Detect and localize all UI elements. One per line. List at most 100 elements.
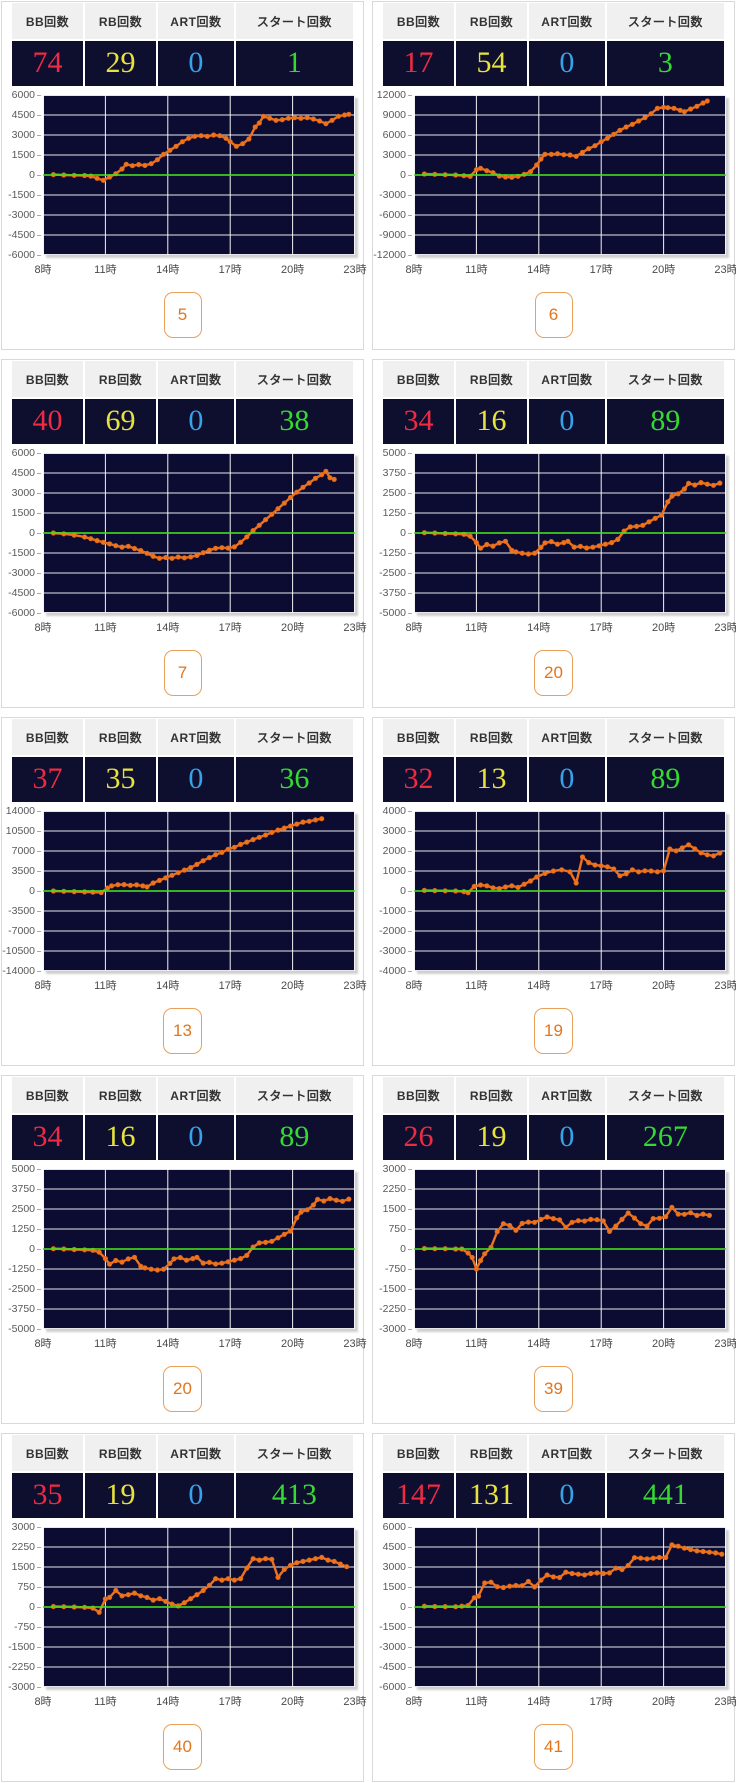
bb-count-value: 74	[12, 41, 84, 86]
x-tick-label: 14時	[156, 1696, 180, 1708]
slump-graph: 6000 4500 3000 1500 0 -1500 -3000 -4500 -6000	[5, 447, 360, 619]
y-tick-label: -1000	[379, 905, 412, 917]
stats-header-bb: BB回数	[12, 3, 84, 39]
slump-graph: 14000 10500 7000 3500 0 -3500 -7000 -10500 -1400…	[2, 805, 360, 977]
y-tick-label: 0	[400, 527, 412, 539]
stats-table: BB回数 RB回数 ART回数 スタート回数 17 54 0 3	[383, 3, 724, 86]
start-count-value: 89	[235, 1115, 353, 1160]
machine-number-badge[interactable]: 20	[534, 650, 573, 696]
x-tick-label: 8時	[34, 1338, 52, 1350]
stats-header-rb: RB回数	[85, 1435, 157, 1471]
stats-header-start: スタート回数	[606, 361, 724, 397]
x-axis-labels: 8時 11時 14時 17時 20時 23時	[34, 1335, 366, 1353]
y-tick-label: -2250	[379, 1303, 412, 1315]
x-tick-label: 20時	[280, 980, 305, 992]
machine-number-badge[interactable]: 39	[534, 1366, 573, 1412]
x-tick-label: 17時	[218, 264, 242, 276]
y-tick-label: 6000	[383, 129, 412, 141]
y-tick-label: -3000	[8, 1681, 41, 1693]
y-tick-label: -1500	[379, 1283, 412, 1295]
machine-number-badge[interactable]: 13	[163, 1008, 202, 1054]
x-tick-label: 11時	[465, 1338, 488, 1350]
x-tick-label: 20時	[651, 980, 676, 992]
machine-number-row: 5	[5, 292, 360, 338]
x-tick-label: 23時	[343, 264, 367, 276]
x-tick-label: 20時	[280, 1338, 305, 1350]
x-tick-label: 23時	[714, 622, 736, 634]
machine-number-row: 39	[376, 1366, 731, 1412]
rb-count-value: 16	[456, 399, 528, 444]
slump-graph: 3000 2250 1500 750 0 -750 -1500 -2250 -3000	[376, 1163, 731, 1335]
y-tick-label: 0	[29, 1243, 41, 1255]
y-tick-label: -3750	[379, 587, 412, 599]
slump-graph: 4000 3000 2000 1000 0 -1000 -2000 -3000 -4000	[376, 805, 731, 977]
x-tick-label: 14時	[527, 264, 551, 276]
stats-header-art: ART回数	[158, 1077, 234, 1113]
machine-number-badge[interactable]: 19	[534, 1008, 573, 1054]
machine-number-badge[interactable]: 5	[163, 292, 202, 338]
stats-header-rb: RB回数	[456, 719, 528, 755]
machine-panel: BB回数 RB回数 ART回数 スタート回数 34 16 0 89 5000 37…	[1, 1075, 367, 1424]
x-tick-label: 20時	[280, 1696, 305, 1708]
y-tick-label: -1500	[8, 1641, 41, 1653]
machine-number-badge[interactable]: 7	[163, 650, 202, 696]
y-tick-label: 1500	[383, 1581, 412, 1593]
x-tick-label: 17時	[218, 1338, 242, 1350]
y-axis-labels: 3000 2250 1500 750 0 -750 -1500 -2250 -3000	[5, 1521, 43, 1693]
x-tick-label: 11時	[94, 1696, 117, 1708]
art-count-value: 0	[529, 399, 605, 444]
y-tick-label: 4500	[12, 467, 41, 479]
x-tick-label: 8時	[34, 264, 52, 276]
start-count-value: 441	[606, 1473, 724, 1518]
x-tick-label: 23時	[714, 980, 736, 992]
stats-table: BB回数 RB回数 ART回数 スタート回数 34 16 0 89	[12, 1077, 353, 1160]
y-tick-label: 12000	[377, 89, 412, 101]
y-tick-label: 4500	[12, 109, 41, 121]
y-tick-label: 5000	[383, 447, 412, 459]
machine-number-badge[interactable]: 40	[163, 1724, 202, 1770]
y-tick-label: 0	[29, 527, 41, 539]
y-tick-label: 1250	[12, 1223, 41, 1235]
stats-header-bb: BB回数	[383, 1435, 455, 1471]
y-tick-label: -4500	[379, 1661, 412, 1673]
stats-header-art: ART回数	[529, 3, 605, 39]
bb-count-value: 34	[383, 399, 455, 444]
y-tick-label: 3000	[383, 1163, 412, 1175]
art-count-value: 0	[158, 41, 234, 86]
x-tick-label: 17時	[589, 1338, 613, 1350]
start-count-value: 36	[235, 757, 353, 802]
stats-table: BB回数 RB回数 ART回数 スタート回数 37 35 0 36	[12, 719, 353, 802]
stats-header-start: スタート回数	[235, 1077, 353, 1113]
stats-header-start: スタート回数	[235, 361, 353, 397]
machine-number-badge[interactable]: 41	[534, 1724, 573, 1770]
slump-graph: 5000 3750 2500 1250 0 -1250 -2500 -3750 -5000	[5, 1163, 360, 1335]
art-count-value: 0	[158, 399, 234, 444]
x-tick-label: 17時	[589, 980, 613, 992]
y-tick-label: 0	[29, 169, 41, 181]
y-tick-label: 0	[400, 1601, 412, 1613]
stats-header-bb: BB回数	[383, 1077, 455, 1113]
y-tick-label: 6000	[383, 1521, 412, 1533]
y-tick-label: 2500	[12, 1203, 41, 1215]
stats-header-art: ART回数	[158, 361, 234, 397]
x-tick-label: 14時	[527, 622, 551, 634]
machine-number-badge[interactable]: 6	[534, 292, 573, 338]
y-tick-label: 2000	[383, 845, 412, 857]
slump-graph: 6000 4500 3000 1500 0 -1500 -3000 -4500 -6000	[376, 1521, 731, 1693]
x-tick-label: 11時	[465, 622, 488, 634]
bb-count-value: 17	[383, 41, 455, 86]
rb-count-value: 131	[456, 1473, 528, 1518]
y-tick-label: -1500	[379, 1621, 412, 1633]
stats-header-rb: RB回数	[456, 3, 528, 39]
stats-header-rb: RB回数	[456, 1077, 528, 1113]
y-tick-label: 1500	[12, 507, 41, 519]
machine-number-row: 20	[5, 1366, 360, 1412]
x-tick-label: 17時	[589, 1696, 613, 1708]
y-tick-label: 3750	[383, 467, 412, 479]
start-count-value: 1	[235, 41, 353, 86]
stats-table: BB回数 RB回数 ART回数 スタート回数 35 19 0 413	[12, 1435, 353, 1518]
start-count-value: 3	[606, 41, 724, 86]
y-tick-label: 2250	[383, 1183, 412, 1195]
y-tick-label: 3000	[12, 1521, 41, 1533]
machine-number-badge[interactable]: 20	[163, 1366, 202, 1412]
